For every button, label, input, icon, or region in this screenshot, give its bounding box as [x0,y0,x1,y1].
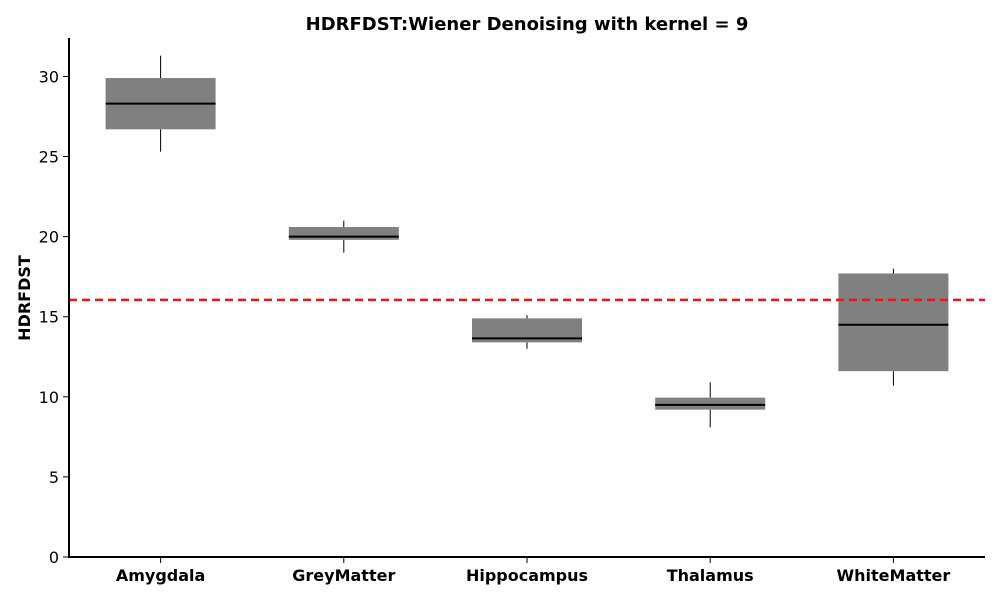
y-tick-label-10: 10 [39,388,59,407]
x-tick-label-amygdala: Amygdala [116,566,205,585]
box-greymatter [288,227,399,240]
box-whitematter [838,273,949,372]
chart-title: HDRFDST:Wiener Denoising with kernel = 9 [306,14,749,35]
plot-area: 0 5 10 15 20 25 30 Amygdala GreyMatter Hippocampu… [39,38,985,585]
x-tick-label-hippocampus: Hippocampus [466,566,588,585]
y-tick-label-15: 15 [39,308,59,327]
y-tick-label-0: 0 [49,548,59,567]
y-axis-label: HDRFDST [15,255,34,341]
y-tick-label-25: 25 [39,148,59,167]
y-tick-label-20: 20 [39,228,59,247]
y-tick-label-5: 5 [49,468,59,487]
box-thalamus [655,397,766,410]
y-tick-label-30: 30 [39,67,59,86]
x-tick-label-greymatter: GreyMatter [292,566,395,585]
x-tick-label-thalamus: Thalamus [667,566,754,585]
x-tick-label-whitematter: WhiteMatter [837,566,951,585]
